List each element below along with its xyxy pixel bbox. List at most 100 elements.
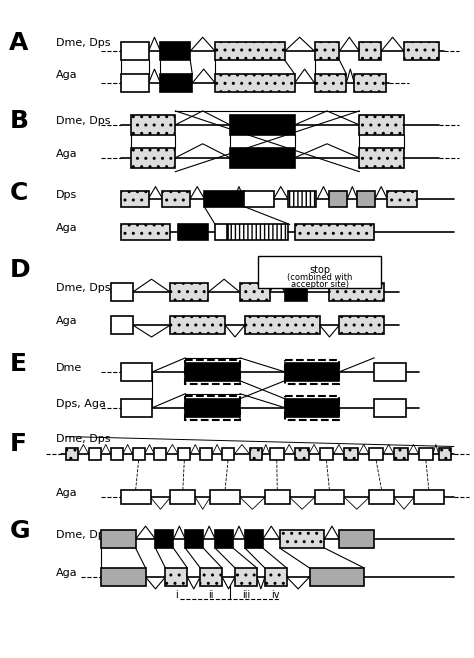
Bar [359,115,404,135]
Text: iii: iii [242,590,250,600]
Text: Dme, Dps: Dme, Dps [56,283,110,293]
Text: Aga: Aga [56,568,78,578]
Bar [265,568,287,586]
Bar [121,224,170,240]
Bar [204,191,244,207]
Bar [250,449,262,461]
Bar [315,74,346,92]
Text: B: B [9,109,28,133]
Bar [357,191,375,207]
Bar [439,449,451,461]
Text: stop: stop [309,265,330,275]
Bar [288,191,316,207]
Bar [240,283,270,301]
Bar [419,449,433,461]
Text: C: C [9,181,27,205]
Bar [215,74,295,92]
Bar [111,316,133,334]
Bar [285,283,307,301]
Bar [339,530,374,548]
Text: Dme, Dps: Dme, Dps [56,38,110,48]
Bar [133,449,145,461]
Bar [414,490,444,504]
Text: Dme, Dps: Dme, Dps [56,116,110,126]
Text: iv: iv [272,590,280,600]
Bar [178,224,208,240]
Bar [235,568,257,586]
Bar [161,74,192,92]
Bar [280,530,325,548]
Bar [161,42,190,60]
Text: (combined with: (combined with [287,273,352,282]
Bar [295,449,309,461]
Bar [170,283,208,301]
Bar [359,148,404,168]
Bar [111,449,123,461]
Text: D: D [9,259,30,282]
FancyBboxPatch shape [258,257,381,288]
Bar [170,316,225,334]
Bar [369,490,394,504]
Text: Aga: Aga [56,224,78,234]
Text: G: G [9,519,30,544]
Bar [319,449,333,461]
Bar [111,283,133,301]
Bar [315,490,345,504]
Bar [394,449,408,461]
Bar [295,224,374,240]
Bar [315,42,339,60]
Bar [354,74,386,92]
Bar [285,363,339,381]
Text: Dme: Dme [56,363,82,373]
Bar [89,449,101,461]
Bar [170,490,195,504]
Text: i: i [175,590,178,600]
Bar [121,42,148,60]
Bar [101,530,136,548]
Bar [245,530,263,548]
Bar [131,115,175,135]
Bar [101,568,146,586]
Bar [387,191,417,207]
Text: Dme, Dps: Dme, Dps [56,434,110,443]
Text: Aga: Aga [56,149,78,159]
Text: ii: ii [209,590,214,600]
Bar [210,490,240,504]
Bar [404,42,439,60]
Bar [374,363,406,381]
Bar [310,568,364,586]
Bar [178,449,190,461]
Bar [329,191,347,207]
Text: Dps, Aga: Dps, Aga [56,399,106,409]
Bar [222,449,234,461]
Bar [185,363,240,381]
Bar [163,191,190,207]
Bar [121,490,151,504]
Bar [165,568,187,586]
Bar [155,530,173,548]
Bar [185,530,203,548]
Bar [329,283,384,301]
Bar [285,395,339,420]
Bar [200,449,212,461]
Bar [121,74,148,92]
Bar [230,115,295,135]
Bar [215,224,227,240]
Bar [185,395,240,420]
Bar [121,363,153,381]
Bar [200,568,222,586]
Bar [121,191,148,207]
Bar [270,449,284,461]
Text: A: A [9,32,29,55]
Text: E: E [9,352,27,376]
Bar [215,530,233,548]
Bar [66,449,78,461]
Bar [285,360,339,384]
Bar [155,449,166,461]
Bar [185,399,240,417]
Text: acceptor site): acceptor site) [291,280,348,290]
Bar [369,449,383,461]
Bar [245,316,319,334]
Text: Aga: Aga [56,488,78,498]
Text: Aga: Aga [56,70,78,80]
